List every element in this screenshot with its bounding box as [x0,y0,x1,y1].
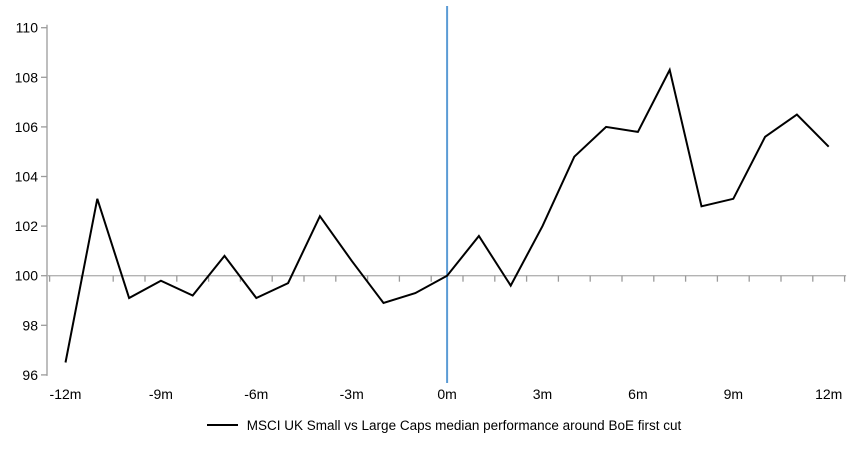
legend-label: MSCI UK Small vs Large Caps median perfo… [246,417,682,433]
x-tick-label: -6m [244,386,268,402]
legend-line-swatch [206,424,238,426]
legend: MSCI UK Small vs Large Caps median perfo… [18,414,852,436]
y-tick-label: 96 [22,367,38,383]
y-tick-label: 98 [22,317,38,333]
y-tick-label: 110 [16,20,39,36]
x-tick-label: 12m [815,386,842,402]
y-tick-label: 108 [15,69,39,85]
x-tick-label: -9m [149,386,173,402]
x-tick-label: -3m [340,386,364,402]
series-group [64,67,830,363]
x-tick-label: 3m [533,386,552,402]
y-axis: 96 98 100 102 104 106 108 110 [15,20,48,383]
y-tick-label: 104 [15,169,39,185]
x-tick-label: 6m [628,386,647,402]
x-tick-label: -12m [50,386,82,402]
x-tick-label: 0m [437,386,456,402]
y-tick-label: 102 [15,218,39,234]
x-tick-label: 9m [724,386,743,402]
y-tick-label: 100 [15,268,39,284]
y-tick-label: 106 [15,119,39,135]
x-axis-labels: -12m -9m -6m -3m 0m 3m 6m 9m 12m [50,386,843,402]
series-line [64,67,830,363]
